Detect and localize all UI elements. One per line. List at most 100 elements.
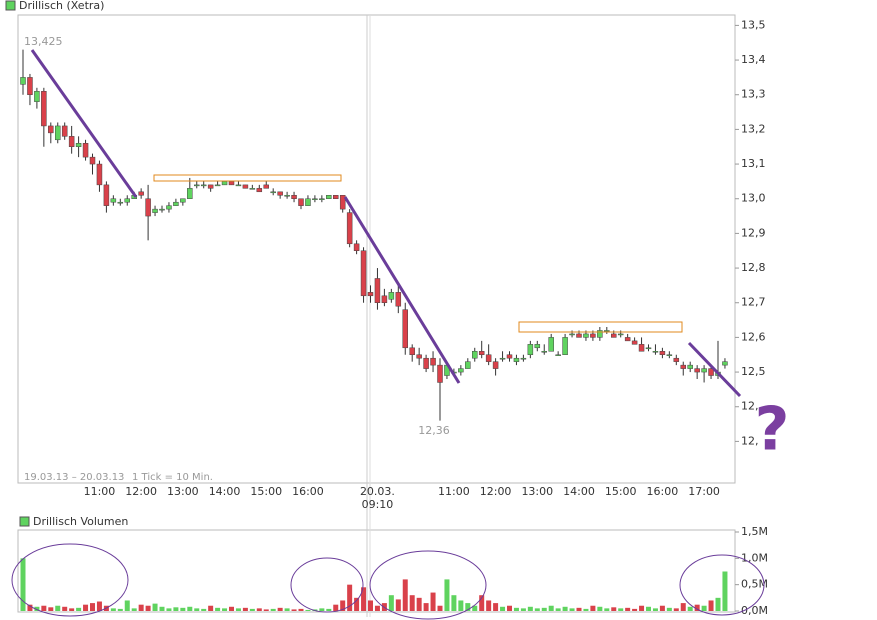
volume-bar [242,607,248,611]
legend-swatch [5,0,16,11]
volume-bar [180,607,186,611]
volume-bar [284,608,290,611]
volume-bar [152,603,158,611]
volume-bar [520,608,526,611]
x-tick-label: 16:00 [292,485,324,498]
candle-body [173,201,179,206]
volume-bar [110,608,116,611]
candle-body [228,181,235,186]
x-tick-label: 15:00 [604,485,637,498]
volume-bar [131,608,137,611]
volume-bar [76,607,82,611]
candle-body [478,351,485,355]
candle-body [499,357,506,360]
volume-bar [395,599,401,611]
volume-bar [687,606,693,611]
candle-body [312,198,318,200]
candle-body [159,208,165,211]
volume-bar [513,607,519,611]
volume-bar [694,604,700,611]
volume-bar [69,608,75,611]
candle-body [284,195,290,197]
volume-bar [618,608,624,611]
y-tick-label: 12, [741,434,759,447]
candle-body [465,361,471,369]
candle-body [638,344,645,352]
x-tick-label: 20.03. 09:10 [359,485,395,511]
candle-body [708,368,714,376]
candle-body [214,184,221,187]
candle-body [291,195,297,199]
volume-bar [347,584,353,611]
candle-body [590,333,596,338]
volume-bar [597,606,603,611]
trend-line [343,196,461,384]
volume-bar [430,592,436,611]
volume-bar [166,608,172,611]
candle-body [562,337,568,355]
volume-bar [124,600,130,611]
volume-bar [187,606,193,611]
candle-body [680,364,686,369]
candle-body [402,309,408,349]
candle-body [339,195,346,210]
volume-bar [117,608,123,611]
candle-body [277,191,283,196]
candle-body [242,184,249,189]
volume-bar [90,603,95,611]
volume-bar [229,606,234,611]
volume-bar [451,595,457,611]
x-tick-label: 11:00 [438,485,470,498]
candle-body [124,198,130,203]
volume-bar [194,608,200,611]
candle-body [68,136,75,147]
candle-body [631,340,638,345]
candle-body [506,354,513,359]
y-tick-label: 13,0 [741,192,766,205]
candle-body [569,333,575,336]
x-tick-label: 13:00 [166,485,199,498]
candle-body [666,354,673,356]
volume-bar [402,579,408,611]
volume-bar [263,609,269,611]
candle-body [722,361,728,366]
volume-bar [507,605,512,611]
candle-body [61,125,68,137]
candle-body [41,91,47,127]
volume-bar [583,608,589,611]
volume-bar [590,605,596,611]
candle-body [416,354,422,359]
candle-body [333,195,339,199]
candle-body [145,198,151,217]
x-tick-label: 14:00 [563,485,595,498]
y-tick-label: 1,0M [741,551,768,564]
candle-body [548,337,554,352]
candle-body [694,368,700,373]
y-tick-label: 12,9 [741,226,766,239]
candle-body [673,357,680,362]
candle-body [235,184,242,187]
candle-body [298,198,304,206]
candle-body [472,351,478,359]
volume-bar [548,605,554,611]
y-tick-label: 12,6 [741,330,766,343]
volume-bar [625,607,631,611]
volume-bar [611,607,617,611]
volume-bar [673,608,679,611]
candle-body [200,184,207,187]
trend-line [687,341,742,398]
highlight-ellipse [369,550,487,620]
y-tick-label: 12,7 [741,296,766,309]
volume-bar [83,604,89,611]
candle-body [374,278,381,303]
candle-body [541,351,547,353]
candle-body [82,143,89,158]
candle-body [221,181,228,186]
question-mark: ? [755,395,790,465]
volume-bar [55,605,61,611]
candle-body [604,330,610,332]
volume-bar [479,595,485,611]
y-tick-label: 1,5M [741,525,768,538]
volume-bar [374,605,380,611]
